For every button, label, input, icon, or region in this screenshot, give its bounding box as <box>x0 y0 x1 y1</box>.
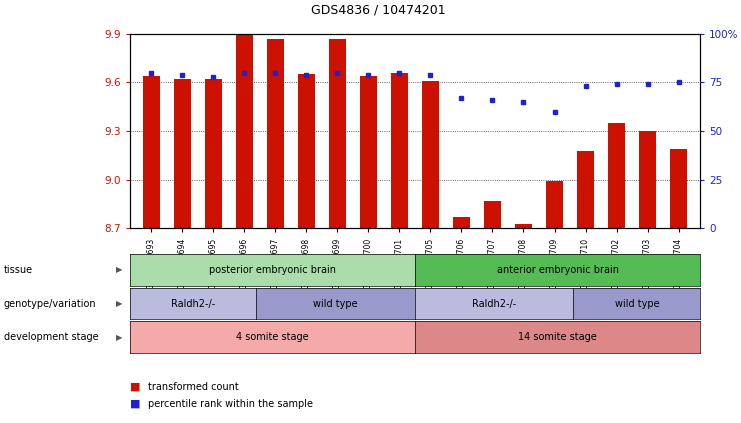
Bar <box>360 76 377 228</box>
Bar <box>546 181 563 228</box>
Bar <box>453 217 470 228</box>
Text: Raldh2-/-: Raldh2-/- <box>472 299 516 308</box>
Text: development stage: development stage <box>4 332 99 342</box>
Bar <box>236 34 253 228</box>
Text: ■: ■ <box>130 399 140 409</box>
Text: wild type: wild type <box>614 299 659 308</box>
Bar <box>484 201 501 228</box>
Text: transformed count: transformed count <box>148 382 239 392</box>
Bar <box>515 223 532 228</box>
Bar <box>174 79 191 228</box>
Text: anterior embryonic brain: anterior embryonic brain <box>496 265 619 275</box>
Bar <box>639 131 656 228</box>
Bar <box>391 73 408 228</box>
Bar <box>143 76 160 228</box>
Text: 14 somite stage: 14 somite stage <box>518 332 597 342</box>
Bar <box>422 81 439 228</box>
Bar <box>205 79 222 228</box>
Bar <box>577 151 594 228</box>
Text: posterior embryonic brain: posterior embryonic brain <box>209 265 336 275</box>
Text: 4 somite stage: 4 somite stage <box>236 332 309 342</box>
Bar <box>608 123 625 228</box>
Text: tissue: tissue <box>4 265 33 275</box>
Text: ▶: ▶ <box>116 333 122 342</box>
Text: ▶: ▶ <box>116 265 122 274</box>
Text: ▶: ▶ <box>116 299 122 308</box>
Text: percentile rank within the sample: percentile rank within the sample <box>148 399 313 409</box>
Text: Raldh2-/-: Raldh2-/- <box>171 299 215 308</box>
Bar <box>670 149 687 228</box>
Text: ■: ■ <box>130 382 140 392</box>
Bar <box>267 39 284 228</box>
Text: GDS4836 / 10474201: GDS4836 / 10474201 <box>310 4 445 17</box>
Text: wild type: wild type <box>313 299 358 308</box>
Bar <box>329 39 346 228</box>
Bar <box>298 74 315 228</box>
Text: genotype/variation: genotype/variation <box>4 299 96 308</box>
